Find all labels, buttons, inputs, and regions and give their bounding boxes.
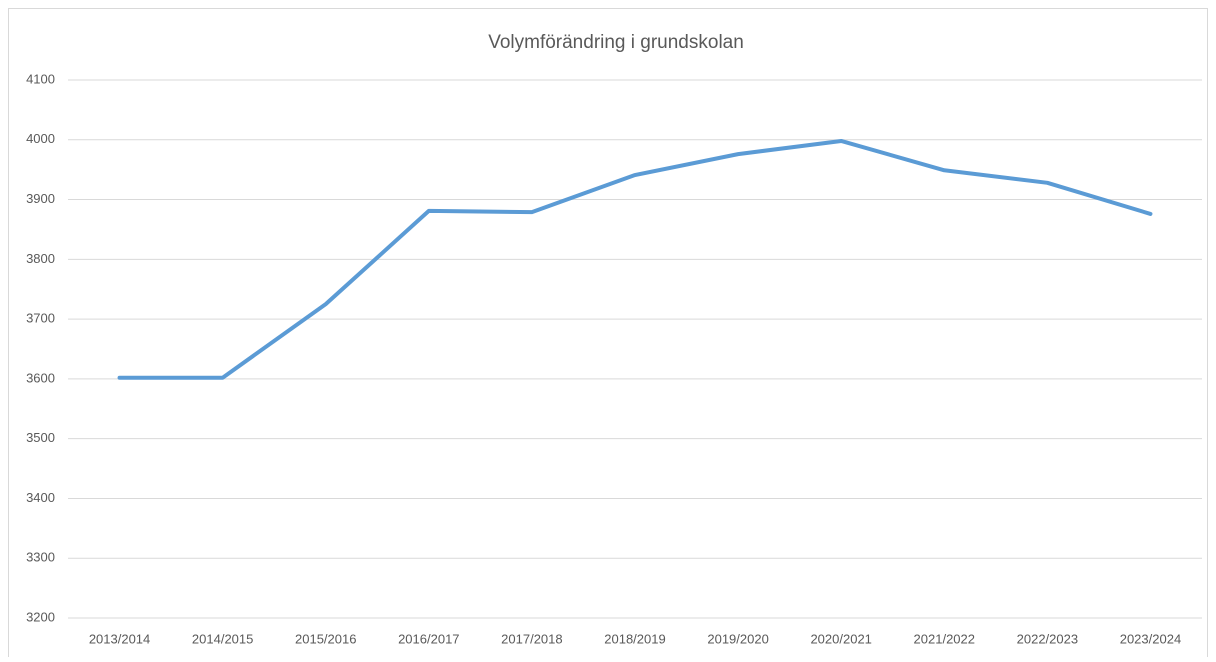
x-tick-label: 2016/2017 bbox=[398, 631, 459, 646]
x-tick-label: 2021/2022 bbox=[914, 631, 975, 646]
y-tick-label: 3400 bbox=[26, 490, 55, 505]
x-tick-label: 2018/2019 bbox=[604, 631, 665, 646]
x-tick-label: 2014/2015 bbox=[192, 631, 253, 646]
series-line bbox=[117, 138, 1153, 380]
y-tick-label: 3200 bbox=[26, 609, 55, 624]
x-tick-label: 2022/2023 bbox=[1017, 631, 1078, 646]
y-tick-label: 3300 bbox=[26, 550, 55, 565]
x-tick-label: 2019/2020 bbox=[707, 631, 768, 646]
y-tick-label: 3500 bbox=[26, 430, 55, 445]
y-tick-label: 4100 bbox=[26, 71, 55, 86]
y-tick-label: 3700 bbox=[26, 311, 55, 326]
chart-title: Volymförändring i grundskolan bbox=[488, 32, 744, 53]
y-tick-label: 3900 bbox=[26, 191, 55, 206]
x-tick-label: 2013/2014 bbox=[89, 631, 150, 646]
y-tick-label: 3600 bbox=[26, 370, 55, 385]
x-tick-label: 2023/2024 bbox=[1120, 631, 1181, 646]
y-tick-label: 3800 bbox=[26, 251, 55, 266]
y-tick-label: 4000 bbox=[26, 131, 55, 146]
x-tick-label: 2015/2016 bbox=[295, 631, 356, 646]
x-tick-label: 2017/2018 bbox=[501, 631, 562, 646]
chart-border bbox=[8, 8, 1208, 662]
x-tick-label: 2020/2021 bbox=[810, 631, 871, 646]
